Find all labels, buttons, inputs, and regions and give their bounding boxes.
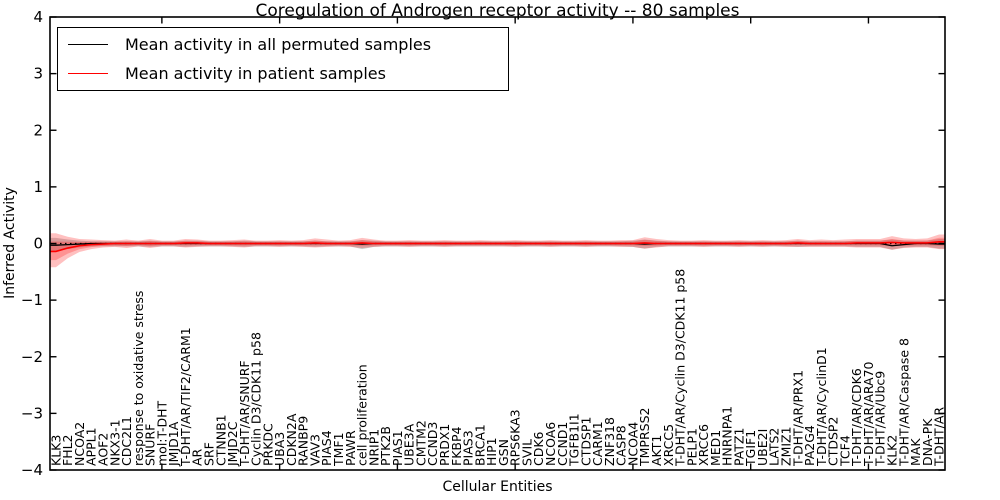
- svg-text:JMJD1A: JMJD1A: [166, 421, 181, 467]
- svg-text:HNRNPA1: HNRNPA1: [720, 406, 735, 466]
- svg-text:3: 3: [33, 65, 43, 83]
- svg-text:Cyclin D3/CDK11 p58: Cyclin D3/CDK11 p58: [249, 332, 264, 466]
- chart-title: Coregulation of Androgen receptor activi…: [255, 1, 740, 21]
- svg-text:CARM1: CARM1: [590, 421, 605, 466]
- svg-text:T-DHT/AR/TIF2/CARM1: T-DHT/AR/TIF2/CARM1: [178, 327, 193, 467]
- svg-text:−2: −2: [21, 348, 43, 366]
- svg-text:T-DHT/AR/CDK6: T-DHT/AR/CDK6: [849, 368, 864, 467]
- permuted-line-swatch-icon: [68, 44, 108, 45]
- svg-text:GSN: GSN: [496, 439, 511, 466]
- svg-text:0: 0: [33, 235, 43, 253]
- svg-text:JMJD2C: JMJD2C: [225, 421, 240, 467]
- svg-text:NCOA4: NCOA4: [625, 422, 640, 466]
- svg-text:LATS2: LATS2: [767, 428, 782, 466]
- svg-text:UBA3: UBA3: [272, 432, 287, 466]
- svg-text:CCND3: CCND3: [425, 422, 440, 466]
- svg-text:T-DHT/AR: T-DHT/AR: [932, 407, 947, 467]
- svg-text:T-DHT/AR/CyclinD1: T-DHT/AR/CyclinD1: [814, 347, 829, 467]
- svg-text:T-DHT/AR/PRX1: T-DHT/AR/PRX1: [790, 370, 805, 467]
- svg-text:−1: −1: [21, 291, 43, 309]
- svg-text:XRCC5: XRCC5: [661, 424, 676, 466]
- x-axis-title: Cellular Entities: [442, 479, 553, 495]
- svg-text:TGFB1I1: TGFB1I1: [567, 413, 582, 467]
- svg-text:4: 4: [33, 8, 43, 26]
- svg-text:RANBP9: RANBP9: [296, 416, 311, 466]
- svg-text:CTNNB1: CTNNB1: [213, 414, 228, 466]
- svg-text:CDC2L1: CDC2L1: [119, 416, 134, 466]
- svg-text:ZMIZ1: ZMIZ1: [779, 426, 794, 466]
- svg-text:CCND1: CCND1: [555, 422, 570, 466]
- svg-text:T-DHT/AR/ARA70: T-DHT/AR/ARA70: [861, 361, 876, 467]
- svg-text:SVIL: SVIL: [519, 439, 534, 466]
- svg-text:TMPRSS2: TMPRSS2: [637, 408, 652, 467]
- svg-text:2: 2: [33, 121, 43, 139]
- svg-text:TCF4: TCF4: [837, 435, 852, 467]
- svg-text:SRF: SRF: [202, 442, 217, 466]
- svg-text:PIAS4: PIAS4: [319, 430, 334, 466]
- patient-line-swatch-icon: [68, 73, 108, 74]
- svg-text:PRDX1: PRDX1: [437, 424, 452, 466]
- svg-text:DNA-PK: DNA-PK: [920, 418, 935, 466]
- svg-text:NKX3-1: NKX3-1: [107, 419, 122, 466]
- svg-text:TMF1: TMF1: [331, 432, 346, 467]
- svg-text:FHL2: FHL2: [60, 434, 75, 466]
- svg-text:UBE2I: UBE2I: [755, 429, 770, 466]
- svg-text:PIAS1: PIAS1: [390, 430, 405, 466]
- svg-text:1: 1: [33, 178, 43, 196]
- svg-text:CTDSP1: CTDSP1: [578, 417, 593, 466]
- svg-text:VAV3: VAV3: [308, 434, 323, 466]
- svg-text:T-DHT/AR/Cyclin D3/CDK11 p58: T-DHT/AR/Cyclin D3/CDK11 p58: [673, 269, 688, 467]
- legend-row-patient: Mean activity in patient samples: [68, 64, 492, 83]
- svg-text:PELP1: PELP1: [684, 428, 699, 466]
- svg-text:PA2G4: PA2G4: [802, 425, 817, 466]
- svg-text:UBE3A: UBE3A: [402, 423, 417, 466]
- legend-label-patient: Mean activity in patient samples: [125, 64, 386, 83]
- svg-text:T-DHT/AR/Ubc9: T-DHT/AR/Ubc9: [873, 371, 888, 467]
- svg-text:KLK2: KLK2: [885, 435, 900, 466]
- svg-text:T-DHT/AR/Caspase 8: T-DHT/AR/Caspase 8: [896, 338, 911, 467]
- svg-text:NCOA2: NCOA2: [72, 422, 87, 466]
- svg-text:MED1: MED1: [708, 430, 723, 466]
- svg-text:CASP8: CASP8: [614, 425, 629, 466]
- svg-text:PIAS3: PIAS3: [461, 430, 476, 466]
- svg-text:PTK2B: PTK2B: [378, 426, 393, 466]
- svg-text:PRKDC: PRKDC: [260, 423, 275, 466]
- legend: Mean activity in all permuted samples Me…: [57, 27, 509, 91]
- svg-text:MAK: MAK: [908, 438, 923, 466]
- svg-text:PATZ1: PATZ1: [731, 428, 746, 466]
- svg-text:TGIF1: TGIF1: [743, 430, 758, 467]
- svg-text:mol:T-DHT: mol:T-DHT: [154, 400, 169, 466]
- svg-text:AR: AR: [190, 448, 205, 466]
- svg-text:AKT1: AKT1: [649, 435, 664, 466]
- svg-text:SNURF: SNURF: [143, 424, 158, 466]
- svg-text:AOF2: AOF2: [96, 433, 111, 466]
- svg-text:CDKN2A: CDKN2A: [284, 413, 299, 466]
- y-axis-title: Inferred Activity: [2, 187, 18, 299]
- svg-text:KLK3: KLK3: [48, 435, 63, 466]
- svg-text:cell proliferation: cell proliferation: [355, 364, 370, 466]
- svg-text:CMTM2: CMTM2: [414, 420, 429, 466]
- svg-text:HIP1: HIP1: [484, 437, 499, 466]
- svg-text:−4: −4: [21, 461, 43, 479]
- svg-text:T-DHT/AR/SNURF: T-DHT/AR/SNURF: [237, 360, 252, 467]
- svg-text:BRCA1: BRCA1: [472, 424, 487, 466]
- svg-text:CTDSP2: CTDSP2: [826, 417, 841, 466]
- svg-text:response to oxidative stress: response to oxidative stress: [131, 291, 146, 466]
- svg-text:FKBP4: FKBP4: [449, 426, 464, 466]
- legend-label-permuted: Mean activity in all permuted samples: [125, 35, 432, 54]
- svg-text:XRCC6: XRCC6: [696, 424, 711, 466]
- svg-text:CDK6: CDK6: [531, 431, 546, 466]
- svg-text:NRIP1: NRIP1: [366, 429, 381, 466]
- svg-text:APPL1: APPL1: [84, 427, 99, 466]
- legend-row-permuted: Mean activity in all permuted samples: [68, 35, 492, 54]
- svg-text:PAWR: PAWR: [343, 430, 358, 466]
- svg-text:ZNF318: ZNF318: [602, 417, 617, 466]
- svg-text:NCOA6: NCOA6: [543, 422, 558, 466]
- svg-text:−3: −3: [21, 404, 43, 422]
- svg-text:RPS6KA3: RPS6KA3: [508, 409, 523, 466]
